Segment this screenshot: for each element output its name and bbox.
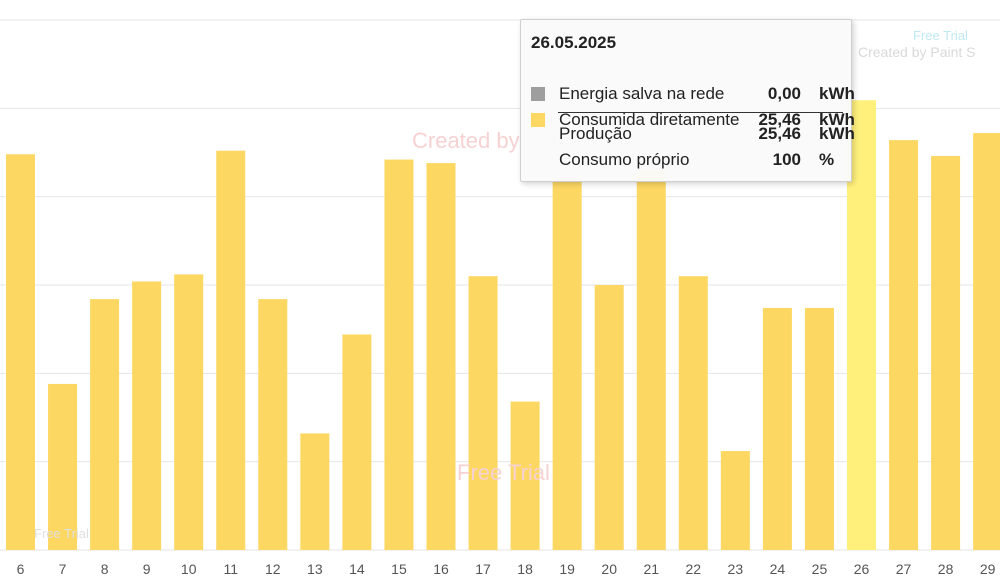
x-tick-label: 7 [59, 561, 67, 577]
tooltip-summary-unit: % [819, 150, 835, 169]
tooltip-date: 26.05.2025 [531, 33, 617, 52]
bar-day-11[interactable] [216, 150, 246, 550]
bar-day-23[interactable] [720, 451, 750, 550]
bar-day-20[interactable] [594, 285, 624, 550]
swatch-direct-icon [531, 113, 545, 127]
swatch-grid-icon [531, 87, 545, 101]
x-tick-label: 23 [728, 561, 744, 577]
bar-day-22[interactable] [678, 276, 708, 550]
x-tick-label: 13 [307, 561, 323, 577]
x-axis-ticks: 6 7 8 9 10 11 12 13 14 15 16 17 18 19 20 21 22 23 24 25 26 27… [17, 561, 996, 577]
bar-day-25[interactable] [804, 307, 834, 550]
x-tick-label: 8 [101, 561, 109, 577]
tooltip-row-unit: kWh [819, 110, 855, 129]
bars [6, 100, 1000, 551]
tooltip-row-value: 25,46 [758, 110, 801, 129]
bar-day-8[interactable] [90, 299, 120, 550]
watermark-free-trial-top: Free Trial [913, 28, 968, 43]
bar-day-14[interactable] [342, 334, 372, 550]
tooltip-summary-label: Consumo próprio [559, 150, 690, 169]
watermark-free-trial-bottom: Free Trial [34, 526, 89, 541]
tooltip: 26.05.2025 Energia salva na rede 0,00 kW… [520, 19, 855, 182]
bar-day-18[interactable] [510, 401, 540, 550]
x-tick-label: 10 [181, 561, 197, 577]
x-tick-label: 28 [938, 561, 954, 577]
bar-day-19[interactable] [552, 179, 582, 550]
tooltip-row-label: Energia salva na rede [559, 84, 725, 103]
tooltip-summary-value: 100 [772, 150, 801, 169]
x-tick-label: 25 [812, 561, 828, 577]
x-tick-label: 17 [475, 561, 491, 577]
bar-day-21[interactable] [636, 170, 666, 550]
bar-day-9[interactable] [132, 281, 162, 550]
bar-day-15[interactable] [384, 159, 414, 551]
tooltip-row-grid: Energia salva na rede 0,00 kWh [531, 82, 855, 106]
x-tick-label: 16 [433, 561, 449, 577]
tooltip-row-direct: Consumida diretamente 25,46 kWh [531, 108, 855, 132]
bar-day-24[interactable] [762, 307, 792, 550]
tooltip-summary-self-consumption: Consumo próprio 100 % [531, 148, 843, 172]
watermark-created-by-top: Created by Paint S [858, 44, 976, 60]
x-tick-label: 6 [17, 561, 25, 577]
bar-day-13[interactable] [300, 433, 330, 550]
x-tick-label: 24 [770, 561, 786, 577]
tooltip-separator [558, 112, 843, 113]
tooltip-summary-unit: kWh [819, 124, 855, 143]
tooltip-row-label: Consumida diretamente [559, 110, 740, 129]
bar-day-16[interactable] [426, 163, 456, 550]
x-tick-label: 20 [601, 561, 617, 577]
tooltip-summary-value: 25,46 [758, 124, 801, 143]
x-tick-label: 22 [686, 561, 702, 577]
bar-day-27[interactable] [889, 140, 919, 550]
bar-day-7[interactable] [48, 383, 78, 550]
x-tick-label: 14 [349, 561, 365, 577]
tooltip-summary-production: Produção 25,46 kWh [531, 122, 855, 146]
bar-day-17[interactable] [468, 276, 498, 550]
x-tick-label: 15 [391, 561, 407, 577]
tooltip-summary-label: Produção [559, 124, 632, 143]
x-tick-label: 26 [854, 561, 870, 577]
x-tick-label: 29 [980, 561, 996, 577]
x-tick-label: 12 [265, 561, 281, 577]
tooltip-row-value: 0,00 [767, 84, 801, 103]
x-tick-label: 11 [223, 561, 238, 577]
tooltip-row-unit: kWh [819, 84, 855, 103]
bar-day-10[interactable] [174, 274, 204, 550]
bar-day-6[interactable] [6, 154, 35, 550]
bar-day-29[interactable] [973, 133, 1000, 551]
x-tick-label: 19 [559, 561, 575, 577]
watermark-free-trial-center: Free Trial [457, 460, 550, 485]
x-tick-label: 21 [643, 561, 659, 577]
x-tick-label: 9 [143, 561, 151, 577]
x-tick-label: 18 [517, 561, 533, 577]
grid-lines [0, 19, 1000, 551]
x-tick-label: 27 [896, 561, 912, 577]
bar-day-12[interactable] [258, 299, 288, 550]
bar-day-28[interactable] [931, 156, 961, 551]
